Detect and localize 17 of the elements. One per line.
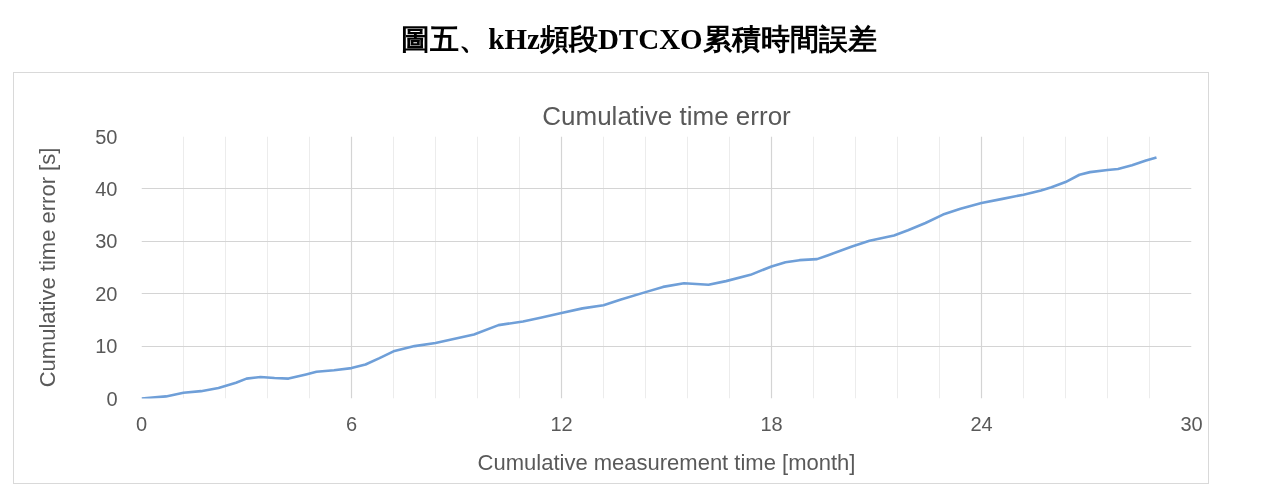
- x-axis-title: Cumulative measurement time [month]: [477, 449, 856, 475]
- x-tick-label: 24: [970, 412, 993, 435]
- y-tick-label: 30: [95, 230, 118, 253]
- line-series: [141, 156, 1158, 399]
- x-tick-label: 12: [550, 412, 573, 435]
- x-tick-label: 30: [1180, 412, 1203, 435]
- y-axis-title: Cumulative time error [s]: [35, 147, 61, 388]
- y-tick-label: 10: [95, 335, 118, 358]
- chart-title: 圖五、kHz頻段DTCXO累積時間誤差: [400, 22, 878, 56]
- y-tick-label: 0: [106, 387, 118, 410]
- x-tick-label: 18: [760, 412, 783, 435]
- y-tick-label: 50: [95, 125, 118, 148]
- x-tick-label: 0: [135, 412, 148, 435]
- y-tick-label: 40: [95, 177, 118, 200]
- y-tick-label: 20: [95, 282, 118, 305]
- x-tick-label: 6: [345, 412, 358, 435]
- chart-subtitle: Cumulative time error: [542, 100, 792, 131]
